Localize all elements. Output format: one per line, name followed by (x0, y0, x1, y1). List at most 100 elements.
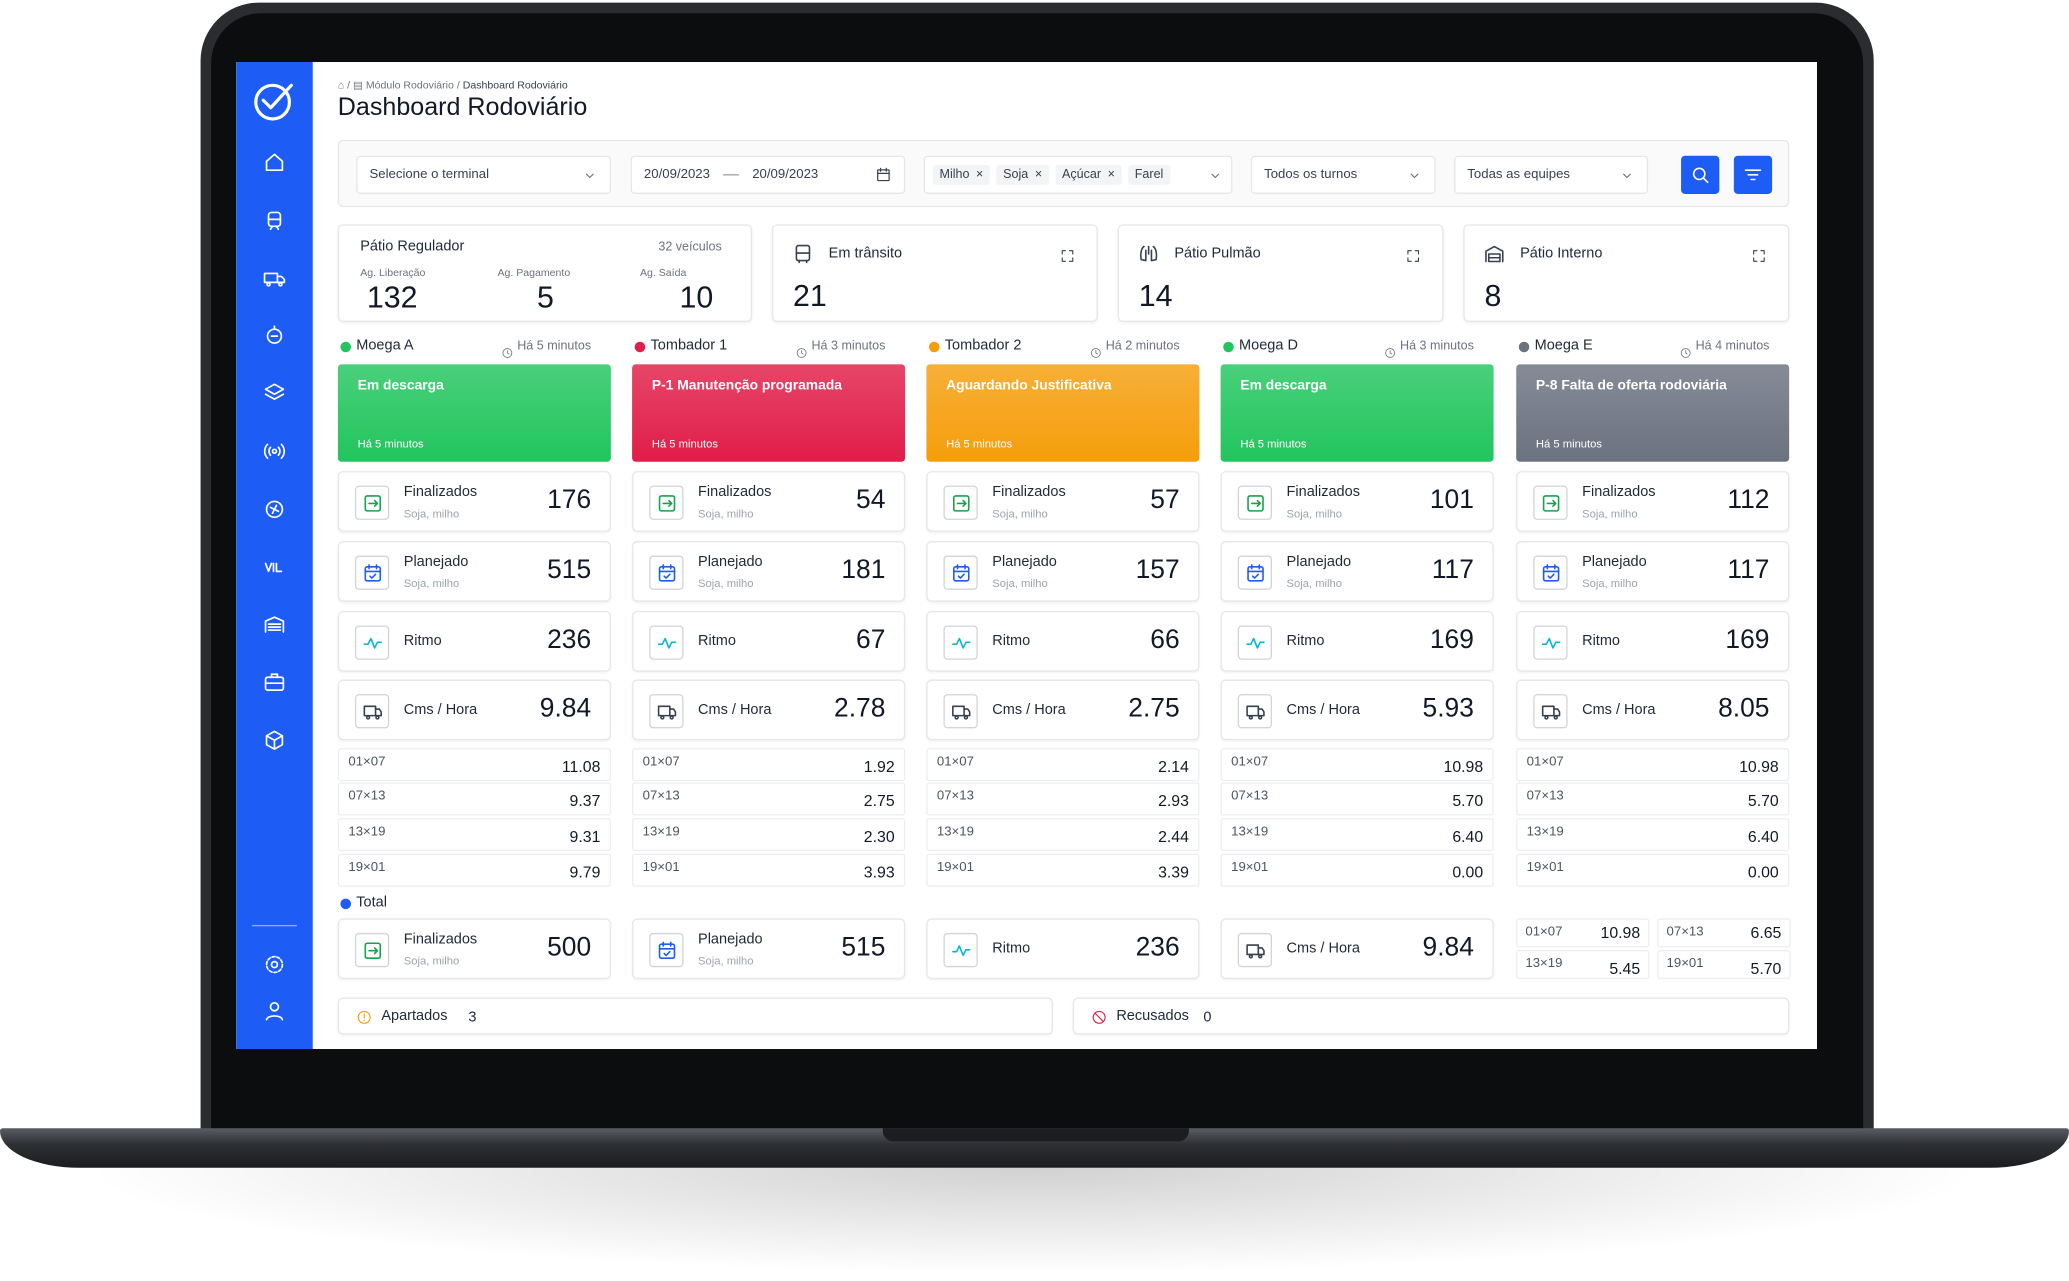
nav-icon (263, 497, 287, 521)
shifts-select[interactable]: Todos os turnos (1250, 155, 1436, 194)
tag-text: Soja (1003, 167, 1029, 183)
banner-title: Em descarga (1240, 377, 1327, 394)
metric-value: 101 (1429, 485, 1474, 515)
icon (362, 492, 384, 514)
nav-icon (263, 671, 287, 695)
sidebar-divider (252, 924, 297, 927)
teams-select[interactable]: Todas as equipes (1454, 155, 1649, 194)
metric-sub: Soja, milho (1582, 576, 1638, 590)
item-value: 5 (537, 279, 554, 315)
icon (362, 632, 384, 654)
shift-row: 01×07 1.92 (632, 748, 906, 782)
metric-icon (943, 555, 978, 590)
shift-label: 13×19 (642, 824, 680, 840)
metric-sub: Soja, milho (698, 954, 754, 968)
shift-label: 07×13 (1666, 924, 1704, 940)
date-start: 20/09/2023 (643, 167, 710, 183)
shift-label: 19×01 (1666, 956, 1704, 972)
metric-sub: Soja, milho (698, 506, 754, 520)
shift-label: 13×19 (1231, 824, 1269, 840)
metric-icon (354, 485, 390, 520)
filter-icon (1742, 164, 1764, 186)
expand-icon[interactable] (1751, 247, 1767, 263)
icon (656, 939, 678, 961)
screen: ⌂ / ▤ Módulo Rodoviário / Dashboard Rodo… (236, 62, 1817, 1050)
metric-icon (649, 625, 684, 660)
tag-text: Milho (939, 167, 970, 183)
metric-icon (649, 694, 684, 729)
laptop-notch (882, 1128, 1189, 1142)
search-button[interactable] (1681, 155, 1720, 194)
terminal-select[interactable]: Selecione o terminal (356, 155, 611, 194)
metric-label: Planejado (1582, 554, 1647, 571)
shift-value: 9.37 (569, 791, 601, 811)
shift-row: 19×01 3.93 (632, 853, 906, 887)
tag-remove[interactable]: × (1107, 167, 1115, 183)
date-sep (723, 174, 740, 176)
shift-value: 2.75 (863, 791, 895, 811)
metric-value: 57 (1150, 485, 1180, 515)
icon (1244, 701, 1266, 723)
status-dot (634, 341, 646, 353)
expand-icon[interactable] (1405, 247, 1421, 263)
metric-sub: Soja, milho (1286, 506, 1343, 520)
metric-label: Cms / Hora (1582, 701, 1656, 718)
shift-row: 13×19 6.40 (1220, 818, 1494, 852)
shift-label: 19×01 (348, 860, 386, 875)
metric-value: 176 (547, 485, 592, 515)
metric-icon (1533, 625, 1568, 660)
unit-time: Há 2 minutos (1105, 339, 1180, 354)
clock-icon (1680, 342, 1692, 358)
metric-card-ritmo: Ritmo 169 (1220, 610, 1494, 672)
unit-time: Há 3 minutos (811, 339, 886, 354)
item-label: Ag. Liberação (360, 266, 426, 279)
icon (656, 562, 678, 584)
icon (656, 701, 678, 723)
chevron (1619, 167, 1635, 183)
tag-remove[interactable]: × (976, 167, 984, 183)
metric-value: 9.84 (1422, 932, 1474, 962)
card-title: Pátio Regulador (360, 238, 465, 255)
metric-label: Finalizados (1286, 484, 1360, 501)
terminal-text: Selecione o terminal (369, 167, 490, 183)
status-dot (340, 341, 351, 353)
shift-label: 13×19 (348, 824, 386, 840)
card-icon (1483, 243, 1505, 265)
shift-value: 9.79 (569, 862, 601, 882)
metric-sub: Soja, milho (992, 576, 1048, 590)
unit-time: Há 3 minutos (1400, 339, 1474, 354)
card-title: Pátio Interno (1520, 245, 1603, 262)
metric-sub: Soja, milho (992, 506, 1048, 520)
metric-card-planejado: Planejado Soja, milho 157 (926, 541, 1200, 602)
icon (1540, 492, 1562, 514)
date-end: 20/09/2023 (752, 167, 819, 183)
tag-remove[interactable]: × (1034, 167, 1043, 183)
total-shift: 13×19 5.45 (1516, 950, 1650, 980)
metric-icon (649, 555, 684, 590)
shift-label: 07×13 (1526, 789, 1564, 804)
card-value: 8 (1484, 278, 1502, 313)
recusados-label: Recusados (1116, 1008, 1189, 1024)
banner-title: P-8 Falta de oferta rodoviária (1535, 377, 1727, 394)
date-range[interactable]: 20/09/2023 20/09/2023 (630, 155, 906, 194)
metric-label: Cms / Hora (1286, 701, 1360, 718)
metric-icon (943, 694, 978, 729)
expand-icon[interactable] (1060, 247, 1076, 263)
filter-button[interactable] (1733, 155, 1773, 194)
metric-value: 2.75 (1128, 694, 1180, 724)
icon (1540, 632, 1562, 654)
shift-label: 01×07 (936, 754, 974, 770)
product-select[interactable]: Milho × Soja × Açúcar × Farel (923, 155, 1233, 194)
metric-value: 169 (1725, 625, 1770, 655)
metric-card-ritmo: Ritmo 66 (926, 610, 1200, 672)
breadcrumb-link[interactable]: Módulo Rodoviário (365, 79, 454, 92)
nav-icon (263, 150, 287, 174)
item-value: 10 (679, 279, 714, 315)
status-dot (1518, 341, 1530, 353)
metric-card-finalizados: Finalizados Soja, milho 176 (337, 471, 611, 532)
icon (362, 562, 384, 584)
metric-card-finalizados: Finalizados Soja, milho 500 (337, 918, 611, 980)
metric-card-ritmo: Ritmo 169 (1516, 610, 1790, 672)
status-dot (1223, 341, 1234, 353)
